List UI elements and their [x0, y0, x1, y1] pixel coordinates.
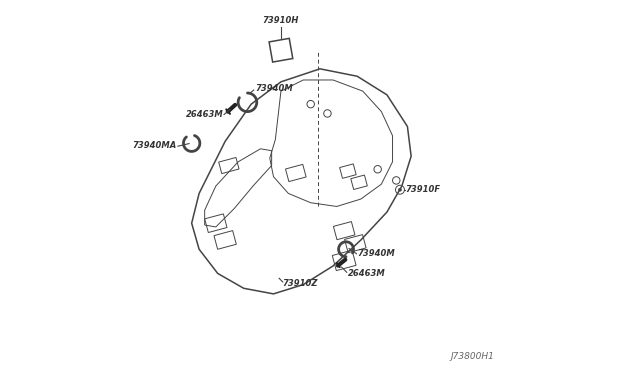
- Text: 73940M: 73940M: [255, 84, 292, 93]
- Text: 73910F: 73910F: [406, 185, 441, 194]
- Text: 73910H: 73910H: [263, 16, 299, 25]
- Text: 26463M: 26463M: [348, 269, 386, 278]
- Text: J73800H1: J73800H1: [451, 352, 495, 361]
- Text: 73940M: 73940M: [357, 249, 395, 258]
- Text: 73940MA: 73940MA: [132, 141, 177, 150]
- Circle shape: [399, 188, 401, 191]
- Text: 73910Z: 73910Z: [283, 279, 318, 288]
- Text: 26463M: 26463M: [186, 110, 223, 119]
